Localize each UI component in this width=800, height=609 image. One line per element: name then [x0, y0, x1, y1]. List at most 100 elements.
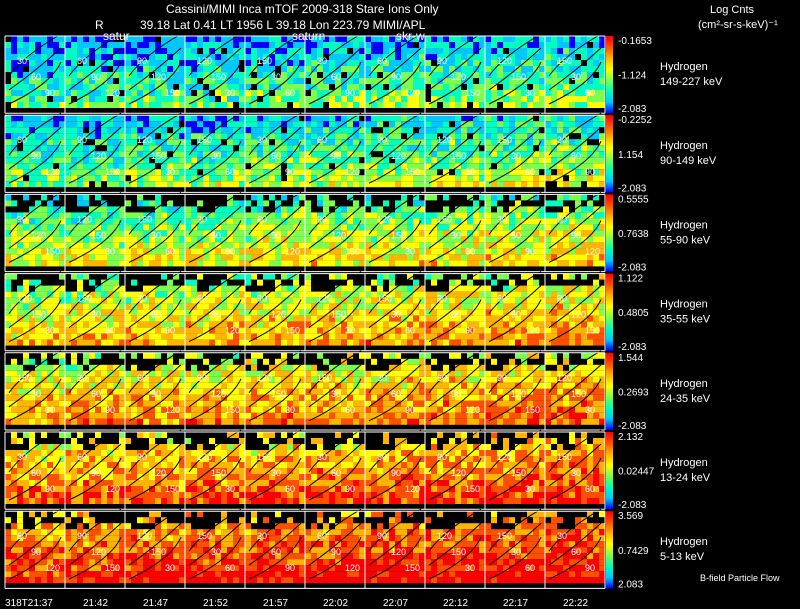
- heatmap-cell: [17, 169, 23, 176]
- heatmap-cell: [533, 303, 539, 310]
- heatmap-cell: [197, 309, 203, 316]
- heatmap-cell: [353, 230, 359, 237]
- heatmap-cell: [335, 291, 341, 298]
- heatmap-cell: [533, 297, 539, 304]
- heatmap-cell: [347, 42, 353, 48]
- heatmap-cell: [449, 297, 455, 304]
- heatmap-cell: [23, 291, 29, 298]
- heatmap-cell: [59, 352, 65, 359]
- heatmap-cell: [29, 206, 35, 213]
- heatmap-cell: [443, 309, 449, 316]
- heatmap-cell: [365, 66, 371, 72]
- heatmap-cell: [401, 212, 407, 219]
- heatmap-cell: [479, 42, 485, 48]
- heatmap-cell: [395, 42, 401, 48]
- heatmap-cell: [347, 36, 353, 42]
- heatmap-cell: [263, 224, 269, 231]
- heatmap-cell: [407, 84, 413, 90]
- heatmap-cell: [317, 315, 323, 322]
- heatmap-cell: [293, 102, 299, 108]
- heatmap-cell: [185, 206, 191, 213]
- heatmap-cell: [191, 297, 197, 304]
- heatmap-cell: [101, 54, 107, 60]
- heatmap-cell: [209, 78, 215, 84]
- heatmap-cell: [557, 169, 563, 176]
- heatmap-cell: [71, 236, 77, 243]
- contour-label: 60: [271, 151, 281, 161]
- heatmap-cell: [107, 169, 113, 176]
- heatmap-cell: [455, 121, 461, 128]
- heatmap-cell: [59, 127, 65, 134]
- heatmap-cell: [569, 230, 575, 237]
- heatmap-cell: [533, 248, 539, 255]
- heatmap-cell: [35, 60, 41, 66]
- heatmap-cell: [239, 96, 245, 102]
- heatmap-cell: [329, 54, 335, 60]
- heatmap-cell: [425, 36, 431, 42]
- heatmap-cell: [497, 321, 503, 328]
- heatmap-cell: [209, 36, 215, 42]
- heatmap-cell: [47, 212, 53, 219]
- heatmap-cell: [119, 115, 125, 122]
- heatmap-cell: [491, 60, 497, 66]
- heatmap-cell: [599, 236, 605, 243]
- heatmap-cell: [377, 163, 383, 170]
- heatmap-cell: [587, 236, 593, 243]
- heatmap-cell: [275, 90, 281, 96]
- heatmap-cell: [599, 333, 605, 340]
- heatmap-cell: [23, 157, 29, 164]
- heatmap-cell: [143, 66, 149, 72]
- heatmap-cell: [59, 218, 65, 225]
- heatmap-cell: [509, 115, 515, 122]
- heatmap-cell: [599, 163, 605, 170]
- heatmap-cell: [359, 121, 365, 128]
- heatmap-cell: [221, 84, 227, 90]
- heatmap-cell: [383, 297, 389, 304]
- heatmap-cell: [83, 133, 89, 140]
- heatmap-cells: [5, 352, 605, 425]
- heatmap-cell: [59, 376, 65, 383]
- contour-label: 30: [317, 56, 327, 66]
- heatmap-cell: [431, 157, 437, 164]
- heatmap-cell: [47, 66, 53, 72]
- heatmap-cell: [443, 115, 449, 122]
- heatmap-cell: [185, 36, 191, 42]
- heatmap-cell: [575, 206, 581, 213]
- heatmap-cell: [449, 133, 455, 140]
- contour-line: [368, 33, 422, 77]
- heatmap-cell: [221, 212, 227, 219]
- heatmap-cell: [389, 90, 395, 96]
- heatmap-cell: [257, 194, 263, 201]
- heatmap-cell: [221, 157, 227, 164]
- heatmap-cell: [71, 115, 77, 122]
- heatmap-cell: [389, 297, 395, 304]
- heatmap-cell: [119, 102, 125, 108]
- heatmap-cell: [569, 127, 575, 134]
- heatmap-cell: [377, 84, 383, 90]
- heatmap-cell: [545, 200, 551, 207]
- heatmap-cell: [599, 42, 605, 48]
- heatmap-cell: [155, 102, 161, 108]
- heatmap-cell: [473, 285, 479, 292]
- heatmap-cell: [221, 36, 227, 42]
- heatmap-cell: [341, 309, 347, 316]
- heatmap-cell: [515, 200, 521, 207]
- heatmap-cell: [245, 248, 251, 255]
- heatmap-cell: [17, 102, 23, 108]
- heatmap-cell: [71, 60, 77, 66]
- heatmap-cell: [527, 48, 533, 54]
- heatmap-cell: [215, 66, 221, 72]
- heatmap-cell: [71, 78, 77, 84]
- heatmap-cell: [467, 60, 473, 66]
- heatmap-cell: [551, 139, 557, 146]
- heatmap-cell: [527, 157, 533, 164]
- heatmap-cell: [77, 315, 83, 322]
- heatmap-cell: [23, 212, 29, 219]
- heatmap-cell: [59, 273, 65, 280]
- heatmap-cell: [239, 90, 245, 96]
- heatmap-cell: [419, 151, 425, 158]
- heatmap-cell: [545, 236, 551, 243]
- heatmap-cell: [599, 242, 605, 249]
- heatmap-cell: [179, 236, 185, 243]
- heatmap-cell: [197, 200, 203, 207]
